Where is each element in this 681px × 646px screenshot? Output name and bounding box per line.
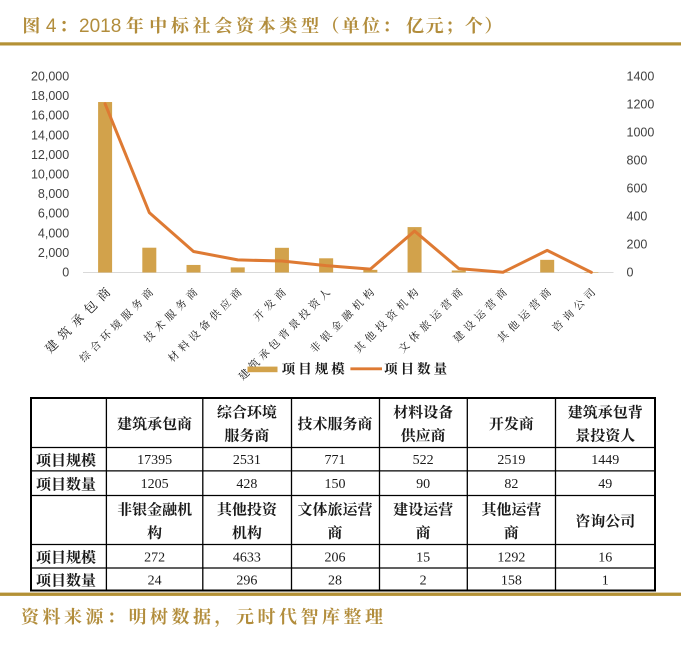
svg-text:24: 24 <box>148 573 162 588</box>
svg-text:771: 771 <box>325 453 346 468</box>
svg-text:4633: 4633 <box>233 550 261 565</box>
svg-text:2,000: 2,000 <box>38 246 69 260</box>
svg-text:4,000: 4,000 <box>38 226 69 240</box>
svg-text:17395: 17395 <box>137 453 172 468</box>
svg-text:2: 2 <box>420 573 427 588</box>
svg-text:400: 400 <box>627 210 648 224</box>
svg-text:272: 272 <box>144 550 165 565</box>
svg-text:6,000: 6,000 <box>38 207 69 221</box>
svg-text:1000: 1000 <box>627 126 655 140</box>
svg-text:522: 522 <box>413 453 434 468</box>
svg-text:8,000: 8,000 <box>38 187 69 201</box>
svg-text:1400: 1400 <box>627 70 655 84</box>
svg-text:428: 428 <box>236 477 257 492</box>
svg-text:800: 800 <box>627 154 648 168</box>
svg-text:15: 15 <box>416 550 430 565</box>
svg-text:18,000: 18,000 <box>31 89 69 103</box>
svg-text:206: 206 <box>325 550 346 565</box>
svg-text:82: 82 <box>504 477 518 492</box>
svg-text:1449: 1449 <box>591 453 619 468</box>
svg-text:10,000: 10,000 <box>31 168 69 182</box>
svg-text:90: 90 <box>416 477 430 492</box>
svg-text:16: 16 <box>598 550 612 565</box>
svg-text:158: 158 <box>501 573 522 588</box>
svg-text:0: 0 <box>627 266 634 280</box>
svg-text:2018: 2018 <box>79 16 121 37</box>
svg-text:150: 150 <box>325 477 346 492</box>
svg-text:4: 4 <box>46 16 57 37</box>
svg-text:28: 28 <box>328 573 342 588</box>
svg-text:2519: 2519 <box>497 453 525 468</box>
svg-text:200: 200 <box>627 238 648 252</box>
svg-text:20,000: 20,000 <box>31 70 69 84</box>
svg-text:296: 296 <box>236 573 257 588</box>
svg-text:1200: 1200 <box>627 98 655 112</box>
svg-text:0: 0 <box>62 266 69 280</box>
svg-text:1205: 1205 <box>141 477 169 492</box>
svg-text:1292: 1292 <box>497 550 525 565</box>
svg-text:12,000: 12,000 <box>31 148 69 162</box>
svg-text:1: 1 <box>602 573 609 588</box>
svg-text:16,000: 16,000 <box>31 109 69 123</box>
svg-text:14,000: 14,000 <box>31 128 69 142</box>
svg-text:600: 600 <box>627 182 648 196</box>
svg-text:2531: 2531 <box>233 453 261 468</box>
svg-text:49: 49 <box>598 477 612 492</box>
